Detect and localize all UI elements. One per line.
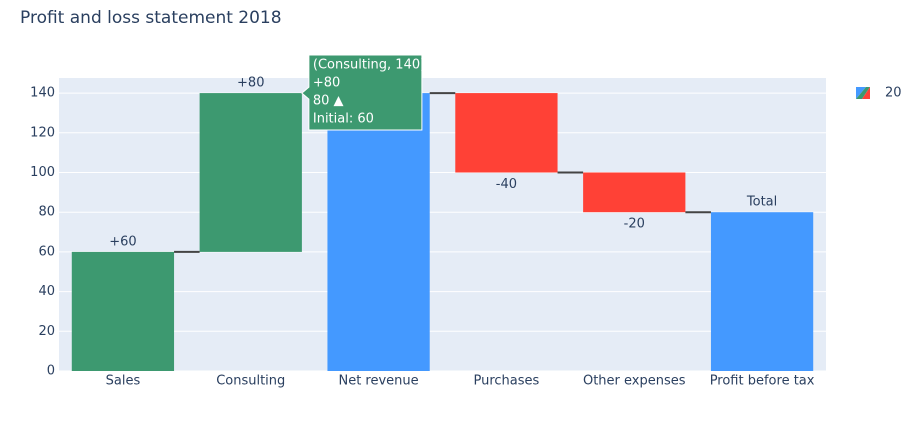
x-tick-label: Sales bbox=[106, 374, 141, 389]
tooltip-line: Initial: 60 bbox=[313, 112, 374, 127]
x-tick-label: Net revenue bbox=[338, 374, 418, 389]
y-tick-label: 60 bbox=[38, 244, 55, 259]
legend-icon bbox=[862, 87, 870, 99]
bar bbox=[199, 93, 302, 252]
data-label: +60 bbox=[109, 234, 136, 249]
y-tick-label: 0 bbox=[47, 364, 55, 379]
tooltip-line: 80 ▲ bbox=[313, 94, 344, 109]
y-tick-label: 40 bbox=[38, 284, 55, 299]
x-tick-label: Profit before tax bbox=[710, 374, 815, 389]
y-tick-label: 120 bbox=[30, 125, 55, 140]
bar bbox=[583, 172, 686, 213]
y-tick-label: 100 bbox=[30, 165, 55, 180]
x-tick-label: Purchases bbox=[474, 374, 540, 389]
x-tick-label: Consulting bbox=[216, 374, 285, 389]
data-label: -40 bbox=[496, 177, 517, 192]
tooltip: (Consulting, 140) +80 80 ▲ Initial: 60 bbox=[301, 54, 425, 131]
tooltip-line: (Consulting, 140) bbox=[313, 58, 425, 73]
bar bbox=[71, 251, 175, 371]
plot-area bbox=[59, 78, 826, 371]
bar bbox=[455, 93, 558, 173]
tooltip-box bbox=[301, 54, 423, 131]
y-tick-label: 20 bbox=[38, 324, 55, 339]
y-tick-label: 140 bbox=[30, 86, 55, 101]
data-label: -20 bbox=[624, 217, 645, 232]
bar bbox=[327, 93, 430, 371]
x-tick-label: Other expenses bbox=[583, 374, 686, 389]
data-label: +80 bbox=[237, 76, 264, 91]
data-label: Total bbox=[746, 195, 777, 210]
y-tick-label: 80 bbox=[38, 205, 55, 220]
legend-entry: 20 bbox=[856, 86, 902, 101]
legend-label: 20 bbox=[885, 86, 902, 101]
tooltip-line: +80 bbox=[313, 76, 340, 91]
bar bbox=[710, 212, 814, 371]
chart-title: Profit and loss statement 2018 bbox=[20, 8, 282, 28]
legend-icon bbox=[856, 87, 870, 99]
